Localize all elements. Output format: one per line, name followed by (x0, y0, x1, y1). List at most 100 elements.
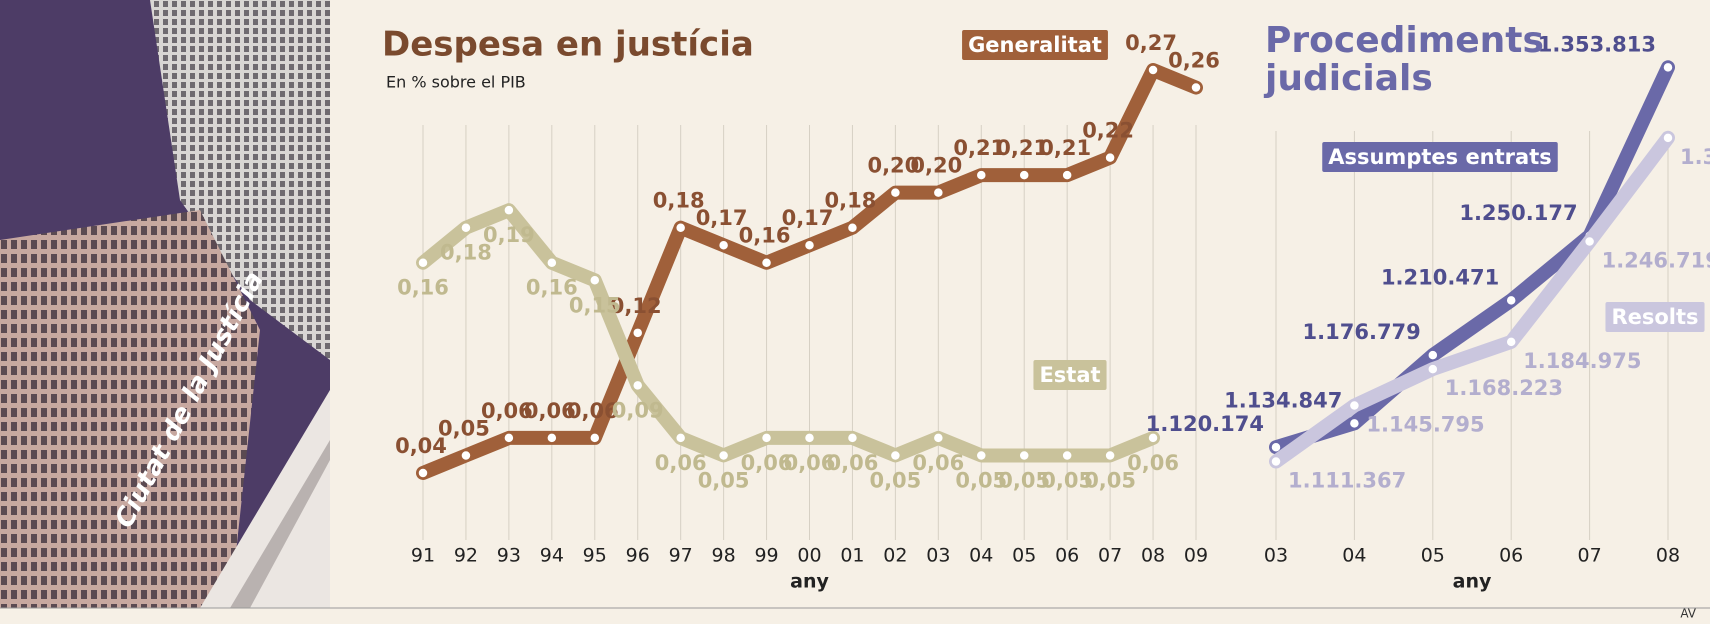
data-point (933, 188, 943, 198)
x-tick-label: 06 (1499, 545, 1523, 567)
x-tick-label: 03 (926, 545, 950, 567)
data-point (1148, 65, 1158, 75)
data-point (1271, 457, 1281, 467)
data-point (676, 223, 686, 233)
x-tick-label: 05 (1421, 545, 1445, 567)
x-tick-label: 98 (712, 545, 736, 567)
data-label: 0,15 (569, 293, 621, 317)
x-tick-label: 04 (1342, 545, 1366, 567)
data-point (461, 223, 471, 233)
data-label: 1.250.177 (1459, 201, 1577, 225)
data-label: 0,26 (1168, 49, 1220, 73)
data-point (1105, 450, 1115, 460)
x-tick-label: 93 (497, 545, 521, 567)
data-label: 1.168.223 (1445, 376, 1563, 400)
x-axis-label: any (1453, 571, 1492, 593)
x-tick-label: 95 (583, 545, 607, 567)
data-label: 1.184.975 (1523, 349, 1641, 373)
legend-label: Estat (1039, 363, 1100, 387)
data-point (976, 450, 986, 460)
data-label: 1.176.779 (1303, 320, 1421, 344)
data-label: 1.120.174 (1146, 412, 1264, 436)
data-point (762, 433, 772, 443)
data-label: 0,06 (1127, 451, 1179, 475)
data-point (461, 450, 471, 460)
x-tick-label: 07 (1578, 545, 1602, 567)
chart-title: Procediments judicials (1265, 22, 1545, 98)
x-tick-label: 06 (1055, 545, 1079, 567)
chart-subtitle: En % sobre el PIB (386, 73, 526, 92)
data-point (1191, 83, 1201, 93)
data-point (847, 433, 857, 443)
legend-item: Estat (1033, 360, 1106, 390)
x-tick-label: 09 (1184, 545, 1208, 567)
x-tick-label: 08 (1141, 545, 1165, 567)
x-tick-label: 05 (1012, 545, 1036, 567)
data-point (1663, 133, 1673, 143)
data-point (1428, 350, 1438, 360)
data-point (933, 433, 943, 443)
x-tick-label: 96 (626, 545, 650, 567)
x-tick-label: 91 (411, 545, 435, 567)
data-point (1506, 337, 1516, 347)
data-point (719, 450, 729, 460)
x-tick-label: 07 (1098, 545, 1122, 567)
data-label: 1.111.367 (1288, 469, 1406, 493)
data-label: 0,18 (825, 189, 877, 213)
data-label: 1.310.453 (1680, 145, 1710, 169)
x-tick-label: 02 (883, 545, 907, 567)
data-label: 1.134.847 (1224, 388, 1342, 412)
data-point (1062, 450, 1072, 460)
data-label: 0,19 (483, 223, 535, 247)
chart-title: Despesa en justícia (382, 25, 754, 65)
legend-item: Resolts (1605, 302, 1704, 332)
data-point (633, 380, 643, 390)
data-point (1105, 153, 1115, 163)
data-label: 1.210.471 (1381, 265, 1499, 289)
x-tick-label: 04 (969, 545, 993, 567)
data-label: 0,09 (612, 398, 664, 422)
x-axis-label: any (790, 571, 829, 593)
data-point (805, 240, 815, 250)
data-label: 1.145.795 (1366, 413, 1484, 437)
data-point (418, 258, 428, 268)
data-point (1663, 62, 1673, 72)
data-point (847, 223, 857, 233)
x-tick-label: 92 (454, 545, 478, 567)
data-point (504, 205, 514, 215)
x-tick-label: 99 (754, 545, 778, 567)
data-point (1019, 450, 1029, 460)
photo (0, 0, 330, 608)
data-point (1349, 418, 1359, 428)
data-point (418, 468, 428, 478)
data-point (1062, 170, 1072, 180)
data-point (890, 450, 900, 460)
data-point (590, 275, 600, 285)
x-tick-label: 01 (840, 545, 864, 567)
data-point (805, 433, 815, 443)
data-point (719, 240, 729, 250)
data-point (1428, 364, 1438, 374)
data-label: 0,16 (397, 276, 449, 300)
legend-item: Generalitat (962, 30, 1108, 60)
data-label: 1.246.719 (1602, 248, 1710, 272)
data-point (1585, 236, 1595, 246)
x-tick-label: 94 (540, 545, 564, 567)
legend-label: Resolts (1611, 305, 1698, 329)
legend-label: Generalitat (968, 33, 1102, 57)
x-tick-label: 03 (1264, 545, 1288, 567)
data-point (1019, 170, 1029, 180)
data-point (1506, 295, 1516, 305)
data-label: 0,22 (1082, 119, 1134, 143)
data-point (633, 328, 643, 338)
x-tick-label: 97 (669, 545, 693, 567)
data-point (1349, 401, 1359, 411)
data-point (976, 170, 986, 180)
legend-item: Assumptes entrats (1322, 142, 1558, 172)
data-label: 1.353.813 (1538, 32, 1656, 56)
x-tick-label: 08 (1656, 545, 1680, 567)
credit: AV (1680, 607, 1696, 621)
data-point (890, 188, 900, 198)
data-point (504, 433, 514, 443)
data-point (762, 258, 772, 268)
